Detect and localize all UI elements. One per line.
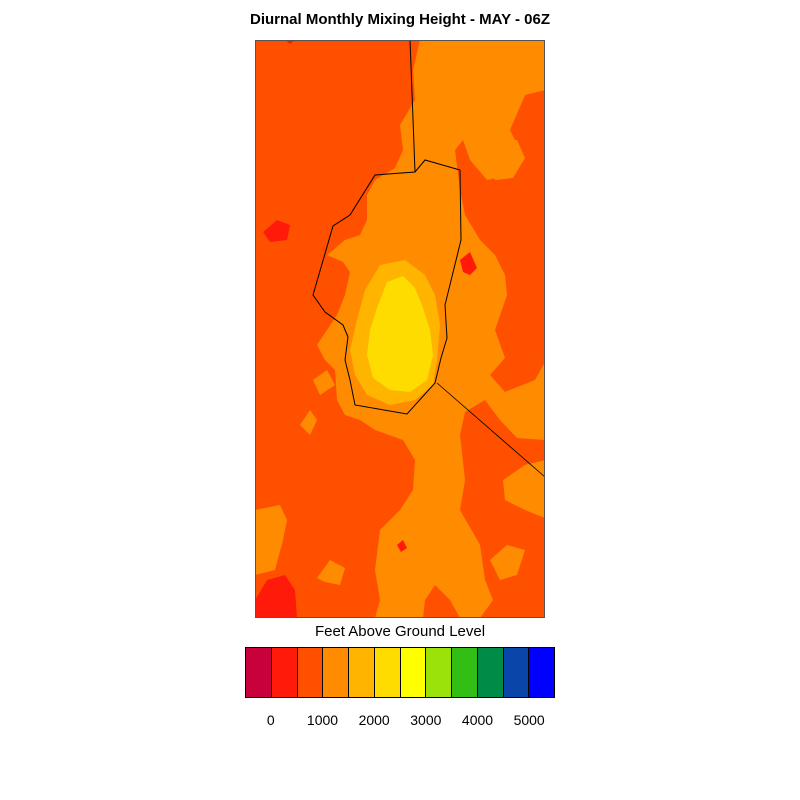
legend-tick-label: 5000 bbox=[513, 712, 545, 728]
legend-swatch-8 bbox=[452, 648, 478, 697]
legend-swatch-4 bbox=[349, 648, 375, 697]
red-cell-east bbox=[460, 252, 477, 275]
legend-swatch-3 bbox=[323, 648, 349, 697]
legend-title: Feet Above Ground Level bbox=[314, 623, 486, 640]
legend-swatch-1 bbox=[271, 648, 298, 697]
legend-swatch-5 bbox=[374, 648, 401, 697]
legend-swatch-9 bbox=[477, 648, 504, 697]
legend-tick-label: 2000 bbox=[358, 712, 390, 728]
orange-region-s2 bbox=[490, 545, 525, 580]
legend-tick-label: 1000 bbox=[306, 712, 339, 728]
legend-swatch-6 bbox=[400, 648, 427, 697]
map-frame bbox=[255, 40, 545, 618]
orange-region-ne bbox=[483, 140, 525, 180]
boundary-line-southeast bbox=[436, 382, 545, 478]
legend-tick-label: 4000 bbox=[461, 712, 494, 728]
color-legend-bar bbox=[245, 647, 555, 698]
gold-core bbox=[367, 276, 433, 392]
orange-region-sw bbox=[255, 505, 287, 575]
red-cell-southwest bbox=[255, 575, 297, 618]
legend-swatch-11 bbox=[529, 648, 554, 697]
legend-swatch-2 bbox=[297, 648, 324, 697]
orange-region-s1 bbox=[317, 560, 345, 585]
orange-region-east bbox=[503, 460, 545, 518]
red-cell-west bbox=[263, 220, 290, 242]
boundary-line bbox=[312, 40, 462, 415]
mixing-height-map bbox=[255, 40, 545, 618]
red-cell-small bbox=[397, 540, 407, 552]
map-title: Diurnal Monthly Mixing Height - MAY - 06… bbox=[249, 11, 550, 28]
legend-swatch-10 bbox=[503, 648, 530, 697]
legend-tick-label: 3000 bbox=[410, 712, 442, 728]
legend-swatch-7 bbox=[426, 648, 452, 697]
legend-swatch-0 bbox=[246, 648, 272, 697]
legend-tick-label: 0 bbox=[266, 712, 275, 728]
orange-region-west bbox=[300, 410, 317, 435]
orange-region-w2 bbox=[313, 370, 335, 395]
